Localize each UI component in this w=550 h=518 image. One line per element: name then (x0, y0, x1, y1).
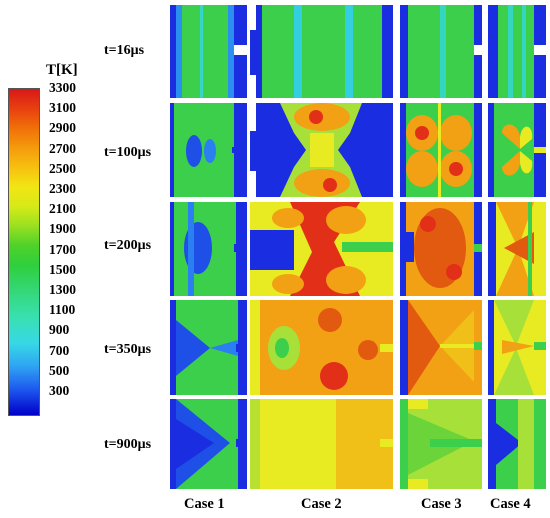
contour-case3-t900 (400, 399, 482, 489)
contour-case3-t16 (400, 5, 482, 98)
colorbar-tick-label: 1100 (49, 302, 76, 318)
colorbar-tick-label: 1900 (49, 221, 76, 237)
contour-case2-t200 (250, 202, 393, 296)
contour-case2-t350 (250, 300, 393, 395)
colorbar-tick-label: 3300 (49, 80, 76, 95)
contour-case4-t16 (488, 5, 546, 98)
colorbar-tick-label: 1300 (49, 282, 76, 297)
time-label-100us: t=100μs (104, 145, 152, 160)
contour-case3-t200 (400, 202, 482, 296)
case-label-3: Case 3 (421, 496, 462, 512)
contour-case1-t200 (170, 202, 247, 296)
contour-case4-t200 (488, 202, 546, 296)
case-label-2: Case 2 (301, 496, 342, 512)
colorbar-tick-label: 1500 (49, 261, 76, 277)
colorbar-tick-label: 900 (49, 322, 70, 338)
colorbar-tick-label: 300 (49, 383, 70, 398)
contour-case2-t900 (250, 399, 393, 489)
time-label-900us: t=900μs (104, 437, 152, 452)
colorbar-tick-label: 2100 (49, 201, 76, 217)
case-label-4: Case 4 (490, 496, 531, 512)
colorbar-tick-label: 1700 (49, 241, 76, 257)
colorbar-tick-label: 2500 (49, 160, 76, 176)
colorbar-tick-label: 2700 (49, 140, 76, 156)
colorbar-title: T[K] (46, 62, 78, 78)
case-label-1: Case 1 (184, 496, 225, 512)
contour-case1-t900 (170, 399, 247, 489)
temperature-colorbar (8, 88, 40, 416)
colorbar-tick-label: 700 (49, 342, 70, 358)
colorbar-tick-label: 2900 (49, 120, 76, 136)
contour-case1-t100 (170, 103, 247, 197)
contour-case1-t16 (170, 5, 247, 98)
contour-case4-t100 (488, 103, 546, 197)
contour-case3-t100 (400, 103, 482, 197)
contour-case2-t16 (250, 5, 393, 98)
colorbar-tick-label: 3100 (49, 100, 76, 116)
contour-case1-t350 (170, 300, 247, 395)
time-label-200us: t=200μs (104, 238, 152, 253)
contour-case4-t350 (488, 300, 546, 395)
time-label-350us: t=350μs (104, 342, 152, 357)
time-label-16us: t=16μs (104, 43, 145, 58)
colorbar-tick-label: 2300 (49, 181, 76, 196)
contour-case3-t350 (400, 300, 482, 395)
colorbar-tick-label: 500 (49, 362, 70, 378)
contour-case2-t100 (250, 103, 393, 197)
contour-case4-t900 (488, 399, 546, 489)
